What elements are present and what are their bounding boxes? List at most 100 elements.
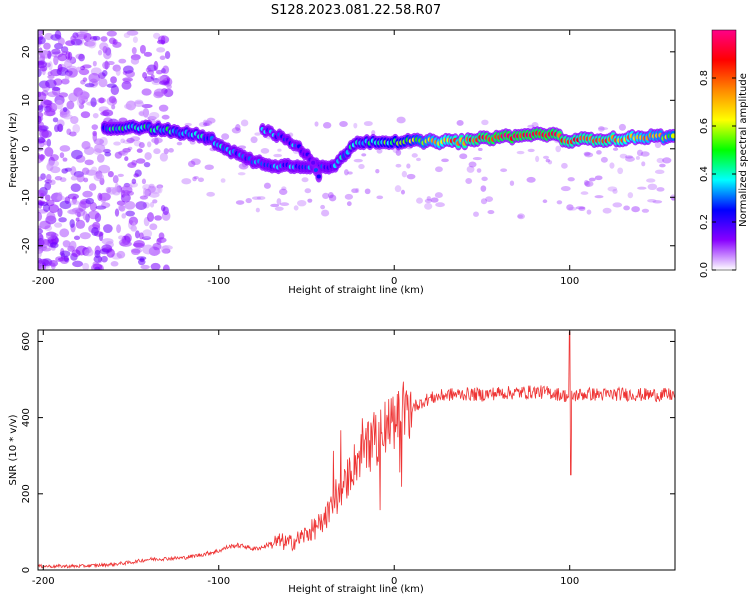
spectrogram-halo-cell: [618, 123, 626, 131]
spectrogram-noise-cell: [76, 97, 82, 107]
spectrogram-noise-cell: [116, 250, 126, 259]
spectrogram-halo-cell: [647, 183, 658, 191]
spectrogram-noise-cell: [39, 220, 46, 229]
spectrogram-noise-cell: [152, 199, 158, 204]
spectrogram-noise-cell: [138, 232, 144, 240]
spectrogram-noise-cell: [82, 262, 90, 270]
spectrogram-noise-cell: [62, 240, 71, 248]
spectrogram-noise-cell: [70, 183, 81, 192]
spectrogram-noise-cell: [52, 117, 59, 123]
spectrogram-halo-cell: [364, 188, 371, 195]
spectrogram-halo-cell: [278, 188, 288, 195]
spectrogram-halo-cell: [240, 119, 249, 127]
spectrogram-halo-cell: [500, 168, 508, 173]
spectrogram-halo-cell: [344, 169, 349, 176]
spectrogram-y-ticks: -20 -10 0 10 20: [21, 45, 675, 254]
spectrogram-halo-cell: [654, 141, 662, 149]
spectrogram-halo-cell: [627, 192, 634, 199]
spectrogram-noise-cell: [85, 197, 95, 205]
spectrogram-noise-cell: [118, 235, 125, 240]
spectrogram-halo-cell: [526, 176, 536, 183]
spectrogram-noise-cell: [57, 191, 63, 200]
spectrogram-halo-cell: [314, 121, 319, 127]
spectrogram-halo-cell: [353, 122, 358, 129]
spectrogram-noise-cell: [161, 114, 170, 120]
spectrogram-halo-cell: [276, 198, 282, 205]
spectrogram-halo-cell: [584, 180, 594, 187]
spectrogram-noise-cell: [83, 146, 95, 156]
colorbar-tick-label: 0.8: [699, 70, 710, 86]
spectrogram-noise-cell: [57, 123, 64, 133]
spectrogram-halo-cell: [204, 120, 213, 126]
spectrogram-noise-cell: [142, 229, 153, 238]
spectrogram-halo-cell: [659, 163, 666, 168]
spectrogram-halo-cell: [101, 202, 111, 208]
spectrogram-noise-cell: [131, 222, 137, 231]
spectrogram-noise-cell: [84, 159, 94, 166]
spectrogram-noise-cell: [60, 46, 69, 53]
spectrogram-noise-cell: [162, 65, 170, 74]
spectrogram-halo-cell: [640, 151, 650, 157]
spectrogram-halo-cell: [251, 196, 262, 200]
spectrogram-marks: [38, 30, 675, 270]
spectrogram-noise-cell: [80, 200, 88, 205]
spectrogram-halo-cell: [130, 136, 141, 142]
spectrogram-halo-cell: [358, 163, 365, 170]
spectrogram-noise-cell: [156, 238, 162, 245]
spectrogram-noise-cell: [59, 200, 72, 210]
snr-y-ticks: 0 200 400 600: [21, 332, 675, 573]
spectrogram-noise-cell: [108, 95, 117, 104]
spectrogram-halo-cell: [250, 136, 258, 144]
spectrogram-noise-cell: [143, 51, 153, 57]
spectrogram-noise-cell: [129, 181, 138, 188]
spectrogram-noise-cell: [59, 228, 70, 238]
spectrogram-halo-cell: [555, 145, 562, 153]
spectrogram-halo-cell: [641, 208, 650, 213]
spectrogram-noise-cell: [71, 149, 83, 160]
spectrogram-noise-cell: [43, 110, 56, 117]
spectrogram-y-label: Frequency (Hz): [8, 112, 19, 188]
spectrogram-noise-cell: [57, 207, 63, 218]
spectrogram-noise-cell: [110, 76, 117, 84]
spectrogram-halo-cell: [635, 156, 640, 160]
spectrogram-noise-cell: [144, 152, 152, 160]
spectrogram-noise-cell: [122, 77, 133, 82]
spectrogram-noise-cell: [135, 201, 147, 210]
spectrogram-noise-cell: [48, 102, 58, 113]
spectrogram-halo-cell: [123, 193, 129, 199]
spectrogram-halo-cell: [459, 153, 468, 160]
spectrogram-halo-cell: [612, 188, 618, 194]
snr-plot-area: [38, 330, 675, 570]
spectrogram-noise-cell: [89, 202, 97, 212]
spectrogram-noise-cell: [90, 97, 97, 108]
spectrogram-noise-cell: [142, 187, 147, 198]
spectrogram-halo-cell: [279, 202, 290, 207]
spectrogram-noise-cell: [70, 175, 78, 181]
spectrogram-noise-cell: [38, 36, 46, 45]
spectrogram-halo-cell: [647, 199, 657, 203]
spectrogram-noise-cell: [150, 262, 161, 270]
spectrogram-halo-cell: [517, 213, 525, 220]
spectrogram-halo-cell: [583, 179, 589, 186]
spectrogram-halo-cell: [401, 170, 408, 178]
spectrogram-noise-cell: [82, 190, 93, 198]
spectrogram-noise-cell: [75, 217, 80, 222]
spectrogram-noise-cell: [120, 193, 131, 203]
spectrogram-noise-cell: [62, 157, 68, 162]
spectrogram-halo-cell: [193, 176, 199, 180]
spectrogram-halo-cell: [363, 121, 373, 127]
spectrogram-halo-cell: [625, 156, 635, 162]
spectrogram-halo-cell: [473, 211, 479, 217]
spectrogram-noise-cell: [47, 160, 60, 168]
spectrogram-halo-cell: [602, 207, 612, 214]
snr-x-tick-label: 0: [391, 576, 397, 587]
spectrogram-noise-cell: [44, 182, 52, 191]
spectrogram-halo-cell: [328, 191, 334, 199]
spectrogram-noise-cell: [38, 200, 46, 205]
spectrogram-halo-cell: [575, 206, 586, 210]
spectrogram-halo-cell: [400, 189, 405, 195]
spectrogram-noise-cell: [49, 179, 56, 186]
spectrogram-halo-cell: [485, 196, 494, 203]
spectrogram-halo-cell: [580, 191, 589, 195]
